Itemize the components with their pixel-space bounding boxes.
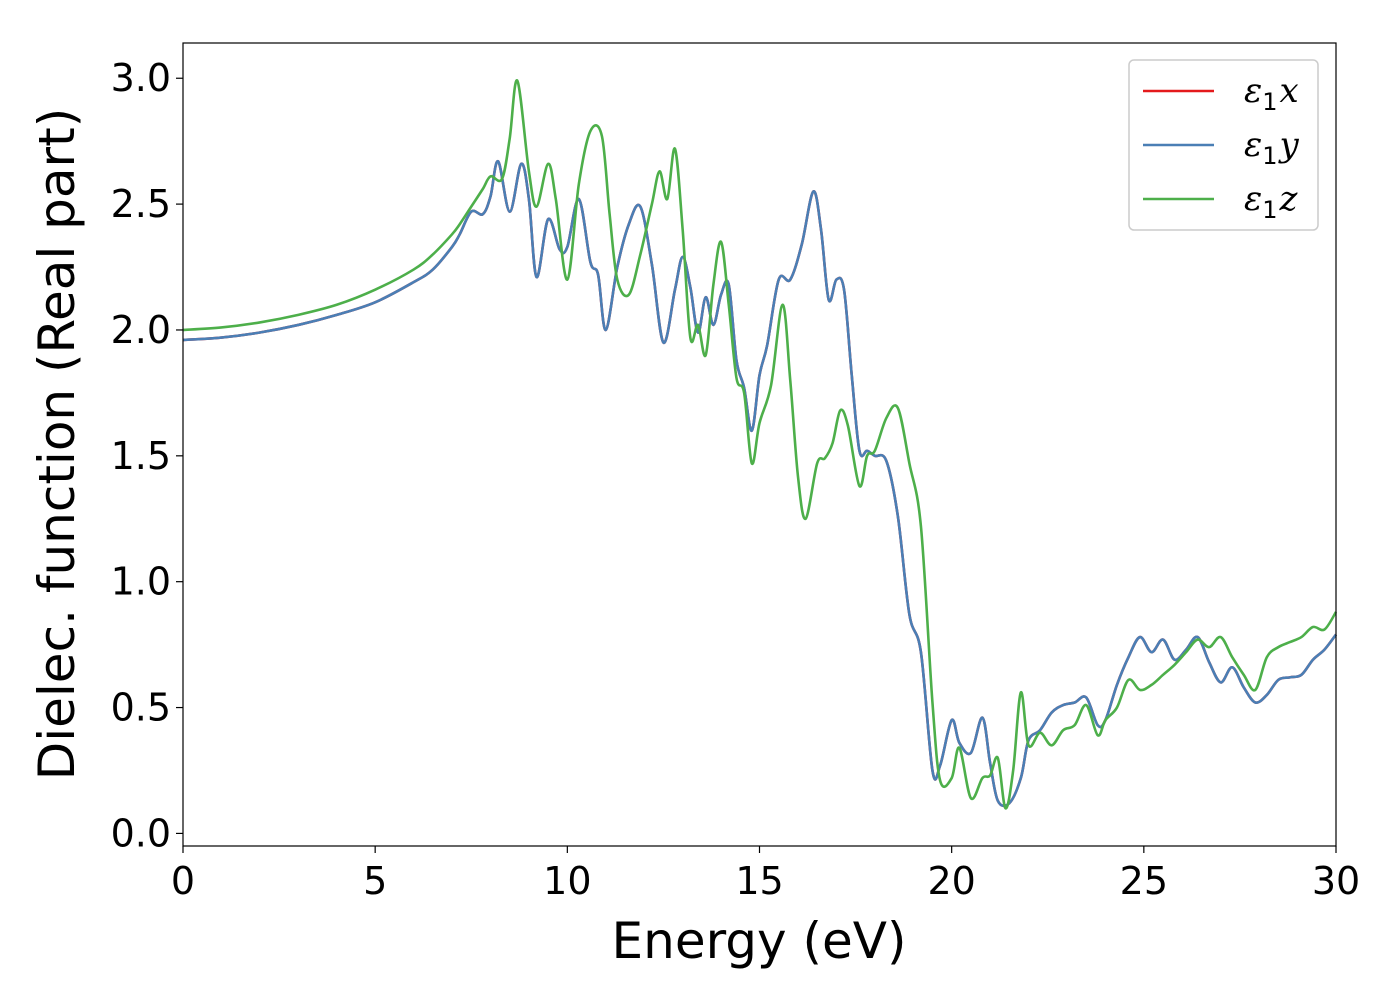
series-line-z (182, 79, 1338, 810)
x-tick-label: 5 (363, 859, 387, 903)
x-tick-label: 25 (1120, 859, 1168, 903)
y-tick-label: 2.0 (111, 308, 171, 352)
x-tick-label: 30 (1312, 859, 1360, 903)
legend-label-y: ε1y (1244, 125, 1300, 170)
y-tick-label: 3.0 (111, 56, 171, 100)
y-axis: 0.0 0.5 1.0 1.5 2.0 2.5 3.0 (111, 56, 183, 855)
y-tick-label: 1.5 (111, 434, 171, 478)
x-axis: 0 5 10 15 20 25 30 (171, 846, 1360, 903)
y-tick-label: 2.5 (111, 182, 171, 226)
series-layer (182, 79, 1338, 810)
y-tick-label: 0.5 (111, 686, 171, 730)
legend-label-z: ε1z (1244, 179, 1299, 224)
x-tick-label: 0 (171, 859, 195, 903)
y-tick-label: 1.0 (111, 560, 171, 604)
x-axis-label: Energy (eV) (612, 912, 907, 970)
legend-box (1128, 59, 1319, 231)
y-tick-label: 0.0 (111, 811, 171, 855)
series-line-y (182, 160, 1338, 808)
y-axis-label: Dielec. function (Real part) (28, 108, 86, 780)
legend-label-x: ε1x (1244, 71, 1299, 116)
x-tick-label: 20 (927, 859, 975, 903)
legend: ε1x ε1y ε1z (1128, 59, 1319, 231)
x-tick-label: 10 (543, 859, 591, 903)
x-tick-label: 15 (735, 859, 783, 903)
